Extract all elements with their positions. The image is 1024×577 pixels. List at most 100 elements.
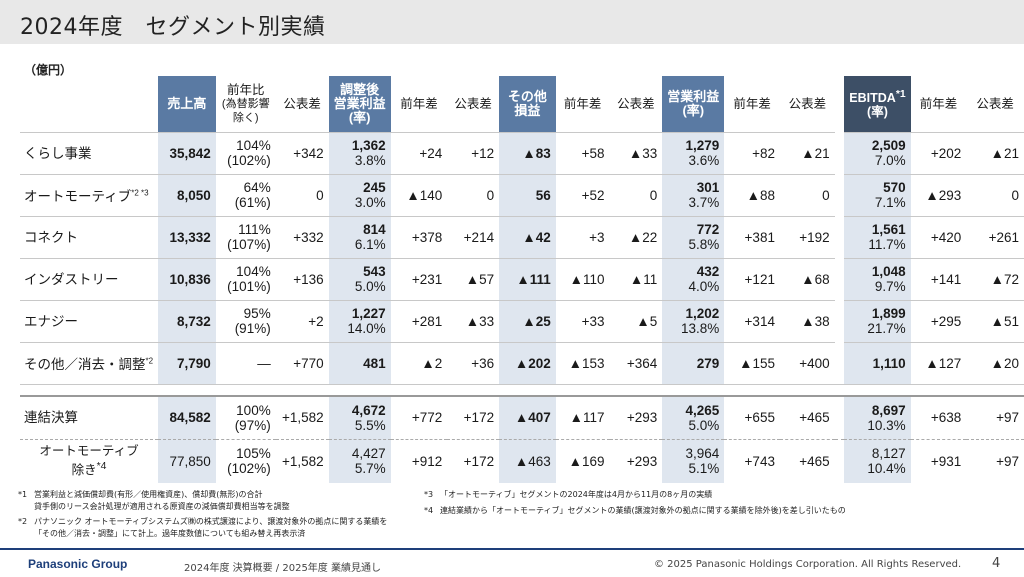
- sales-cell: 8,050: [158, 173, 216, 216]
- spacer-cell: [910, 383, 967, 396]
- header-adj-forecast: 公表差: [454, 96, 492, 111]
- ebitda-cell: 1,110: [844, 341, 911, 384]
- other-pl-yoy-cell: +3: [555, 215, 610, 258]
- other-pl-cell: ▲202: [499, 341, 556, 384]
- ebitda-cell: 1,048 9.7%: [844, 257, 911, 300]
- table-row: くらし事業 35,842 104% (102%) +342 1,362 3.8% +24 +12…: [20, 131, 1024, 174]
- excluding-automotive-name: オートモーティブ 除き*4: [20, 438, 159, 483]
- spacer-cell: [662, 383, 725, 396]
- adjusted-op-yoy-cell: +24: [390, 131, 448, 174]
- spacer-cell: [609, 383, 663, 396]
- ebitda-yoy-cell: ▲127: [910, 341, 967, 384]
- ebitda-cell: 1,561 11.7%: [844, 215, 911, 258]
- footnotes-right: *3 「オートモーティブ」セグメントの2024年度は4月から11月の8ヶ月の実績…: [424, 489, 1004, 516]
- header-adjusted-op: 調整後 営業利益 (率): [328, 76, 391, 132]
- other-pl-cell: ▲407: [499, 395, 556, 439]
- ebitda-forecast-cell: +97: [966, 438, 1024, 483]
- other-pl-yoy-cell: +33: [555, 299, 610, 342]
- adjusted-op-forecast-cell: +214: [447, 215, 500, 258]
- yoy-ratio-cell: 104% (101%): [215, 257, 276, 300]
- adjusted-op-forecast-cell: +172: [447, 395, 500, 439]
- segment-name: くらし事業: [20, 131, 159, 174]
- spacer-cell: [328, 383, 391, 396]
- gap-cell: [834, 216, 845, 258]
- adjusted-op-yoy-cell: +231: [390, 257, 448, 300]
- other-pl-cell: ▲463: [499, 438, 556, 483]
- panasonic-logo: Panasonic Group: [28, 557, 128, 571]
- yoy-ratio-cell: 100% (97%): [215, 395, 276, 439]
- header-other: その他 損益: [499, 76, 556, 132]
- adjusted-op-cell: 245 3.0%: [328, 173, 391, 216]
- adjusted-op-yoy-cell: ▲2: [390, 341, 448, 384]
- header-ebitda-yoy: 前年差: [919, 96, 958, 111]
- op-cell: 3,964 5.1%: [662, 438, 725, 483]
- footnote-4: *4 連結業績から「オートモーティブ」セグメントの業績(譲渡対象外の拠点に関する…: [424, 505, 846, 515]
- table-row: その他／消去・調整*2 7,790 ― +770 481 ▲2 +36 ▲202 ▲153 +36…: [20, 341, 1024, 384]
- yoy-ratio-cell: 95% (91%): [215, 299, 276, 342]
- adjusted-op-yoy-cell: +772: [390, 395, 448, 439]
- op-yoy-cell: +121: [724, 257, 780, 300]
- ebitda-yoy-cell: +420: [910, 215, 967, 258]
- op-cell: 1,202 13.8%: [662, 299, 725, 342]
- adjusted-op-yoy-cell: ▲140: [390, 173, 448, 216]
- sales-cell: 7,790: [158, 341, 216, 384]
- ebitda-yoy-cell: +295: [910, 299, 967, 342]
- sales-cell: 13,332: [158, 215, 216, 258]
- spacer-cell: [275, 383, 329, 396]
- spacer-cell: [499, 383, 556, 396]
- ebitda-forecast-cell: 0: [966, 173, 1024, 216]
- header-ebitda-forecast: 公表差: [976, 96, 1014, 111]
- other-pl-yoy-cell: ▲169: [555, 438, 610, 483]
- op-cell: 432 4.0%: [662, 257, 725, 300]
- op-forecast-cell: ▲68: [779, 257, 835, 300]
- page-title: 2024年度 セグメント別実績: [20, 15, 326, 40]
- other-pl-forecast-cell: ▲5: [609, 299, 663, 342]
- other-pl-cell: ▲83: [499, 131, 556, 174]
- ebitda-forecast-cell: +261: [966, 215, 1024, 258]
- op-cell: 301 3.7%: [662, 173, 725, 216]
- gap-cell: [834, 258, 845, 300]
- op-forecast-cell: ▲21: [779, 131, 835, 174]
- segment-name: エナジー: [20, 299, 159, 342]
- spacer-cell: [158, 383, 216, 396]
- segment-table: 売上高 前年比 (為替影響 除く) 公表差 調整後 営業利益 (率) 前年差 公表差 そ…: [20, 76, 1024, 483]
- sales-cell: 84,582: [158, 395, 216, 439]
- footer-divider: [0, 548, 1024, 550]
- ebitda-cell: 2,509 7.0%: [844, 131, 911, 174]
- segment-name: インダストリー: [20, 257, 159, 300]
- op-cell: 772 5.8%: [662, 215, 725, 258]
- ebitda-cell: 570 7.1%: [844, 173, 911, 216]
- other-pl-forecast-cell: ▲33: [609, 131, 663, 174]
- op-yoy-cell: ▲155: [724, 341, 780, 384]
- ebitda-cell: 8,127 10.4%: [844, 438, 911, 483]
- header-row: 売上高 前年比 (為替影響 除く) 公表差 調整後 営業利益 (率) 前年差 公表差 そ…: [20, 76, 1024, 132]
- other-pl-yoy-cell: +52: [555, 173, 610, 216]
- segment-name: オートモーティブ*2 *3: [20, 173, 159, 216]
- adjusted-op-cell: 1,362 3.8%: [328, 131, 391, 174]
- sales-forecast-diff-cell: 0: [275, 173, 329, 216]
- spacer-cell: [447, 383, 500, 396]
- sales-forecast-diff-cell: +332: [275, 215, 329, 258]
- footnote-1: *1 営業利益と減価償却費(有形／使用権資産)、償却費(無形)の合計 貸手側のリ…: [18, 490, 290, 511]
- spacer-cell: [20, 383, 159, 396]
- other-pl-forecast-cell: ▲11: [609, 257, 663, 300]
- sales-forecast-diff-cell: +342: [275, 131, 329, 174]
- header-op-forecast: 公表差: [788, 96, 827, 111]
- op-yoy-cell: +82: [724, 131, 780, 174]
- ebitda-forecast-cell: ▲21: [966, 131, 1024, 174]
- header-other-forecast: 公表差: [617, 96, 655, 111]
- op-forecast-cell: ▲38: [779, 299, 835, 342]
- header-blank: [20, 76, 158, 132]
- header-sales: 売上高: [158, 76, 216, 132]
- adjusted-op-forecast-cell: +172: [447, 438, 500, 483]
- spacer-cell: [555, 383, 610, 396]
- excluding-automotive-row: オートモーティブ 除き*4 77,850 105% (102%) +1,582 4,427 5…: [20, 438, 1024, 483]
- op-yoy-cell: +381: [724, 215, 780, 258]
- op-forecast-cell: +465: [779, 438, 835, 483]
- header-adj-yoy: 前年差: [400, 96, 438, 111]
- spacer-cell: [834, 383, 845, 396]
- copyright: © 2025 Panasonic Holdings Corporation. A…: [654, 559, 962, 570]
- adjusted-op-cell: 814 6.1%: [328, 215, 391, 258]
- table-row: コネクト 13,332 111% (107%) +332 814 6.1% +378 +214 ▲…: [20, 215, 1024, 258]
- gap-cell: [834, 174, 845, 216]
